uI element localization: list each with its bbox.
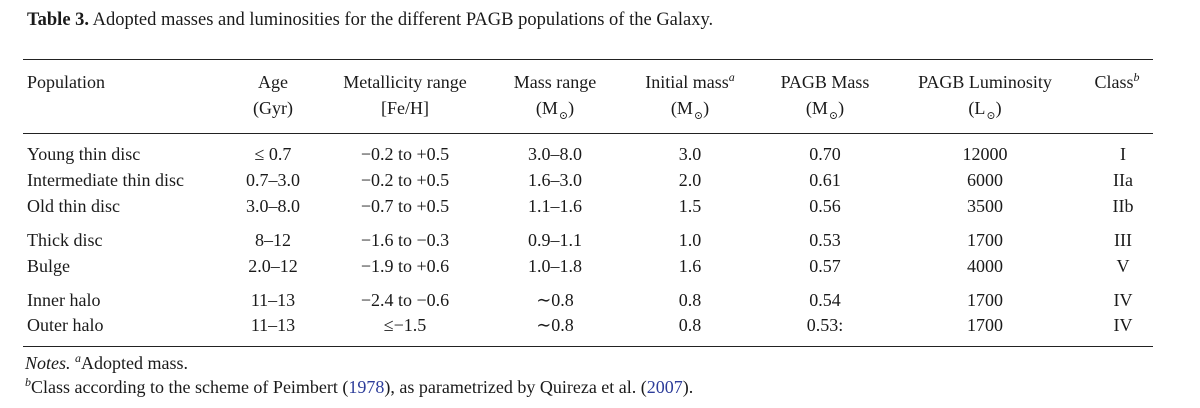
cell-metallicity: −1.6 to −0.3 <box>360 230 450 250</box>
cell-population: Young thin disc <box>27 144 141 164</box>
footnote-a-mark: a <box>75 351 82 365</box>
header-metallicity: Metallicity range <box>343 72 467 92</box>
cell-initial-mass: 3.0 <box>678 144 702 164</box>
cell-mass-range: 0.9–1.1 <box>528 230 582 250</box>
cell-initial-mass: 0.8 <box>678 315 702 335</box>
header-population: Population <box>27 72 106 92</box>
footnote-b-mark: b <box>25 375 31 389</box>
cell-metallicity: −2.4 to −0.6 <box>360 290 450 310</box>
cell-pagb-mass: 0.53 <box>809 230 841 250</box>
cell-pagb-luminosity: 1700 <box>967 290 1003 310</box>
cell-pagb-mass: 0.54 <box>809 290 841 310</box>
table-caption: Table 3. Adopted masses and luminosities… <box>27 10 713 31</box>
cell-initial-mass: 2.0 <box>678 170 702 190</box>
note-b-text: Class according to the scheme of Peimber… <box>31 377 349 397</box>
header-pagb-mass-unit: (M⊙) <box>806 97 844 122</box>
cell-age: 11–13 <box>250 290 296 310</box>
cell-pagb-luminosity: 12000 <box>962 144 1008 164</box>
cell-age: 2.0–12 <box>248 256 298 276</box>
header-metallicity-unit: [Fe/H] <box>381 98 429 118</box>
cell-initial-mass: 1.0 <box>678 230 702 250</box>
cell-population: Intermediate thin disc <box>27 170 184 190</box>
header-pagb-mass: PAGB Mass <box>780 72 870 92</box>
sun-symbol-icon: ⊙ <box>986 110 996 122</box>
bottom-rule <box>23 346 1153 347</box>
reference-link-peimbert[interactable]: 1978 <box>348 377 385 397</box>
cell-metallicity: −0.2 to +0.5 <box>360 170 450 190</box>
cell-age: 0.7–3.0 <box>246 170 300 190</box>
cell-pagb-mass: 0.53: <box>806 315 844 335</box>
header-pagb-luminosity: PAGB Luminosity <box>918 72 1052 92</box>
cell-metallicity: −0.7 to +0.5 <box>360 196 450 216</box>
cell-class: IV <box>1113 290 1133 310</box>
sun-symbol-icon: ⊙ <box>558 110 569 122</box>
cell-metallicity: −0.2 to +0.5 <box>360 144 450 164</box>
cell-metallicity: −1.9 to +0.6 <box>360 256 450 276</box>
cell-age: ≤ 0.7 <box>254 144 292 164</box>
cell-pagb-mass: 0.61 <box>809 170 841 190</box>
cell-class: IV <box>1113 315 1133 335</box>
cell-population: Old thin disc <box>27 196 120 216</box>
caption-text: Adopted masses and luminosities for the … <box>92 10 714 30</box>
cell-pagb-mass: 0.56 <box>809 196 841 216</box>
cell-age: 8–12 <box>255 230 291 250</box>
cell-class: V <box>1116 256 1130 276</box>
top-rule <box>23 59 1153 60</box>
cell-pagb-luminosity: 6000 <box>967 170 1003 190</box>
cell-pagb-mass: 0.57 <box>809 256 841 276</box>
header-initial-mass-unit: (M⊙) <box>671 97 709 122</box>
cell-class: III <box>1114 230 1132 250</box>
cell-class: IIa <box>1113 170 1133 190</box>
header-mass-range: Mass range <box>513 72 597 92</box>
header-age-unit: (Gyr) <box>253 98 293 118</box>
notes-label: Notes. <box>25 353 71 373</box>
header-rule <box>23 133 1153 134</box>
cell-mass-range: ∼0.8 <box>536 315 574 335</box>
cell-mass-range: 1.6–3.0 <box>528 170 582 190</box>
cell-initial-mass: 0.8 <box>678 290 702 310</box>
cell-population: Inner halo <box>27 290 101 310</box>
header-mass-range-unit: (M⊙) <box>536 97 574 122</box>
caption-label: Table 3. <box>27 10 90 30</box>
cell-pagb-luminosity: 1700 <box>967 230 1003 250</box>
cell-mass-range: 1.0–1.8 <box>528 256 582 276</box>
cell-pagb-luminosity: 3500 <box>967 196 1003 216</box>
header-age: Age <box>258 72 288 92</box>
cell-population: Bulge <box>27 256 70 276</box>
cell-initial-mass: 1.5 <box>678 196 702 216</box>
note-a: Notes. aAdopted mass. <box>25 351 189 374</box>
sun-symbol-icon: ⊙ <box>828 110 839 122</box>
note-b-text: ). <box>682 377 694 397</box>
cell-population: Outer halo <box>27 315 104 335</box>
cell-population: Thick disc <box>27 230 103 250</box>
sun-symbol-icon: ⊙ <box>693 110 704 122</box>
note-b: bClass according to the scheme of Peimbe… <box>25 375 694 398</box>
cell-class: I <box>1120 144 1126 164</box>
cell-age: 3.0–8.0 <box>246 196 300 216</box>
footnote-a-mark: a <box>728 70 735 84</box>
cell-metallicity: ≤−1.5 <box>383 315 427 335</box>
header-class: Classb <box>1094 70 1140 92</box>
header-pagb-luminosity-unit: (L⊙) <box>968 97 1001 122</box>
cell-class: IIb <box>1112 196 1134 216</box>
cell-pagb-luminosity: 4000 <box>967 256 1003 276</box>
note-a-text: Adopted mass. <box>81 353 189 373</box>
cell-initial-mass: 1.6 <box>678 256 702 276</box>
cell-age: 11–13 <box>250 315 296 335</box>
cell-pagb-luminosity: 1700 <box>967 315 1003 335</box>
header-initial-mass: Initial massa <box>645 70 735 92</box>
cell-mass-range: 3.0–8.0 <box>528 144 582 164</box>
note-b-text: ), as parametrized by Quireza et al. ( <box>384 377 647 397</box>
cell-pagb-mass: 0.70 <box>809 144 841 164</box>
footnote-b-mark: b <box>1133 70 1140 84</box>
reference-link-quireza[interactable]: 2007 <box>646 377 683 397</box>
cell-mass-range: ∼0.8 <box>536 290 574 310</box>
cell-mass-range: 1.1–1.6 <box>528 196 582 216</box>
